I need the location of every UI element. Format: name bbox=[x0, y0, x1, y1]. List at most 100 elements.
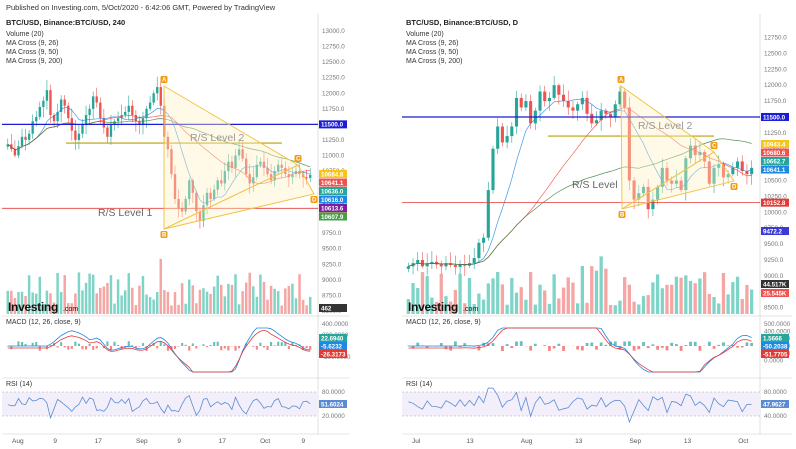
chart-panel-4h[interactable]: 13000.0 12750.0 12500.0 12250.0 12000.0 11750… bbox=[2, 14, 351, 446]
price-tag-box bbox=[761, 148, 789, 157]
macd-histogram-bar bbox=[270, 341, 273, 346]
volume-bar bbox=[604, 268, 608, 314]
pattern-point-label: A bbox=[619, 78, 624, 84]
macd-histogram-bar bbox=[220, 346, 223, 351]
macd-histogram-bar bbox=[184, 344, 187, 346]
macd-histogram-bar bbox=[425, 346, 429, 348]
y-tick-label: 9750.0 bbox=[322, 230, 342, 237]
ma-slow-tag-label: 9472.2 bbox=[763, 228, 782, 235]
volume-bar bbox=[750, 289, 754, 314]
macd-histogram-bar bbox=[173, 346, 177, 349]
volume-bar bbox=[191, 285, 195, 314]
candle-body bbox=[712, 167, 716, 184]
rsi-value-tag bbox=[761, 400, 789, 408]
investing-logo: Investing bbox=[408, 300, 458, 314]
volume-bar bbox=[230, 284, 234, 314]
candle-body bbox=[280, 164, 283, 168]
y-tick-label: 9000.0 bbox=[322, 277, 342, 284]
volume-bar bbox=[42, 304, 45, 314]
candle-body bbox=[134, 115, 138, 122]
candle-body bbox=[35, 116, 38, 122]
macd-histogram-bar bbox=[163, 344, 166, 346]
volume-bar bbox=[95, 293, 98, 314]
indicator-legend: MA Cross (9, 50) bbox=[406, 49, 459, 56]
candle-body bbox=[148, 102, 152, 109]
volume-bar bbox=[627, 284, 632, 314]
macd-histogram-bar bbox=[309, 346, 312, 350]
macd-histogram-bar bbox=[689, 341, 692, 346]
x-axis-label: 9 bbox=[301, 438, 305, 445]
volume-bar bbox=[106, 283, 109, 314]
candle-body bbox=[49, 90, 52, 116]
chart-panel-daily[interactable]: 12750.0 12500.0 12250.0 12000.0 11750.0 11500… bbox=[402, 14, 792, 446]
macd-histogram-bar bbox=[679, 346, 683, 351]
macd-line bbox=[7, 327, 311, 373]
volume-bar bbox=[416, 287, 420, 314]
volume-bar bbox=[308, 296, 312, 314]
candle-body bbox=[127, 105, 130, 112]
volume-bar bbox=[670, 284, 674, 314]
volume-bar bbox=[38, 276, 42, 314]
macd-histogram-bar bbox=[453, 341, 457, 346]
candle-body bbox=[305, 177, 308, 179]
macd-histogram-bar bbox=[227, 346, 230, 351]
macd-histogram-bar bbox=[49, 345, 52, 346]
y-tick-label: 12000.0 bbox=[322, 90, 345, 97]
macd-histogram-bar bbox=[109, 346, 113, 351]
macd-value-tag bbox=[761, 334, 789, 342]
candle-body bbox=[24, 136, 27, 140]
candle-body bbox=[594, 120, 599, 124]
macd-histogram-bar bbox=[294, 344, 298, 346]
macd-histogram-bar bbox=[17, 341, 20, 346]
volume-bar bbox=[528, 272, 533, 314]
candle-body bbox=[571, 107, 575, 111]
indicator-legend: MA Cross (9, 26) bbox=[6, 40, 59, 47]
volume-bar bbox=[688, 280, 693, 314]
candle-body bbox=[138, 121, 141, 125]
price-tag-label: 10616.0 bbox=[321, 197, 344, 204]
macd-histogram-bar bbox=[134, 346, 137, 349]
macd-value-label: -50.2038 bbox=[763, 343, 788, 350]
volume-bar bbox=[6, 290, 10, 314]
volume-bar bbox=[641, 296, 646, 314]
x-axis-label: Jul bbox=[412, 438, 421, 445]
volume-bar bbox=[571, 282, 575, 314]
macd-histogram-bar bbox=[92, 346, 95, 350]
y-tick-label: 12250.0 bbox=[764, 66, 787, 73]
volume-bar bbox=[141, 275, 145, 314]
macd-histogram-bar bbox=[195, 346, 198, 349]
rsi-line bbox=[7, 394, 311, 420]
pattern-point-marker bbox=[618, 211, 626, 218]
price-tag-label: 10641.1 bbox=[321, 180, 344, 187]
x-axis-label: Oct bbox=[260, 438, 270, 445]
macd-value-label: 1.5666 bbox=[763, 335, 782, 342]
harmonic-triangle bbox=[621, 151, 735, 210]
volume-bar bbox=[298, 274, 301, 314]
macd-histogram-bar bbox=[31, 342, 34, 346]
macd-histogram-bar bbox=[552, 346, 556, 349]
volume-bar bbox=[284, 288, 287, 314]
volume-bar bbox=[481, 299, 486, 314]
macd-histogram-bar bbox=[458, 346, 462, 348]
volume-bar bbox=[220, 284, 223, 314]
macd-histogram-bar bbox=[141, 343, 145, 346]
indicator-legend: MA Cross (9, 26) bbox=[406, 40, 459, 47]
volume-bar bbox=[34, 293, 38, 314]
candle-body bbox=[561, 94, 566, 102]
candle-body bbox=[220, 180, 223, 184]
volume-bar bbox=[472, 304, 476, 314]
volume-bar bbox=[67, 303, 70, 314]
candle-body bbox=[156, 87, 159, 94]
candle-body bbox=[604, 110, 608, 114]
price-tag-label: 10641.1 bbox=[763, 167, 786, 174]
macd-histogram-bar bbox=[191, 343, 194, 346]
volume-bar bbox=[594, 270, 599, 314]
volume-bar bbox=[444, 296, 448, 314]
investing-logo-suffix: .com bbox=[63, 306, 78, 313]
price-tag-box bbox=[761, 140, 789, 148]
volume-bar bbox=[70, 303, 74, 314]
volume-bar bbox=[524, 299, 528, 314]
pattern-point-label: B bbox=[162, 233, 167, 239]
candle-body bbox=[20, 136, 24, 147]
candle-body bbox=[609, 113, 613, 117]
